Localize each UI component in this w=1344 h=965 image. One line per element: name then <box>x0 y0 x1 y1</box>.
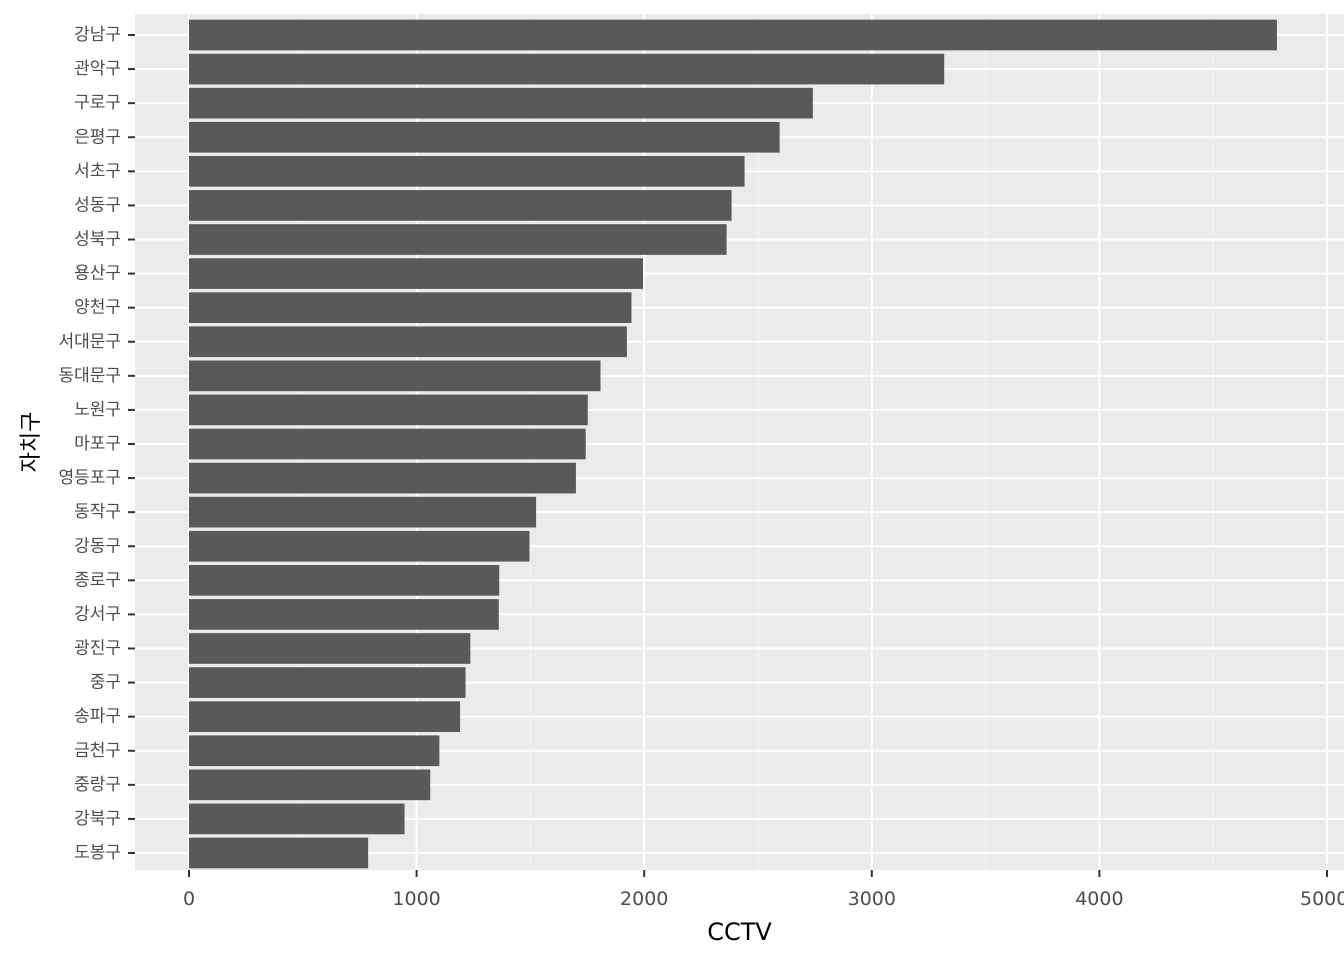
bars-group <box>189 19 1277 869</box>
x-tick-label: 0 <box>183 888 195 910</box>
y-tick-label: 강남구 <box>74 25 121 45</box>
y-tick-label: 금천구 <box>74 741 121 761</box>
y-tick-label: 영등포구 <box>58 468 121 488</box>
bar <box>189 224 727 255</box>
bar <box>189 803 405 835</box>
x-axis: 0 1000 2000 3000 4000 5000 <box>183 870 1344 910</box>
y-tick-label: 강동구 <box>74 536 121 556</box>
bar <box>189 19 1277 51</box>
bar <box>189 564 500 596</box>
bar <box>189 190 732 221</box>
bar <box>189 667 466 698</box>
bar <box>189 121 780 153</box>
bar <box>189 633 471 664</box>
y-tick-label: 서초구 <box>74 161 121 181</box>
bar <box>189 258 644 289</box>
bar <box>189 599 499 630</box>
y-axis: 강남구관악구구로구은평구서초구성동구성북구용산구양천구서대문구동대문구노원구마포… <box>58 25 135 863</box>
y-tick-label: 용산구 <box>74 264 121 284</box>
bar <box>189 701 461 733</box>
y-tick-label: 성동구 <box>74 195 121 215</box>
bar <box>189 87 813 119</box>
bar <box>189 837 369 869</box>
y-tick-label: 노원구 <box>74 400 121 420</box>
x-tick-label: 4000 <box>1075 888 1123 910</box>
y-tick-label: 중구 <box>90 673 121 693</box>
bar <box>189 462 576 494</box>
bar <box>189 428 586 460</box>
bar <box>189 292 632 324</box>
y-tick-label: 양천구 <box>74 298 121 318</box>
y-tick-label: 강북구 <box>74 809 121 829</box>
y-tick-label: 동작구 <box>74 502 121 522</box>
y-tick-label: 송파구 <box>74 707 121 727</box>
x-axis-title: CCTV <box>707 918 772 946</box>
bar <box>189 53 945 85</box>
x-tick-label: 2000 <box>620 888 668 910</box>
y-tick-label: 성북구 <box>74 230 121 250</box>
y-tick-label: 중랑구 <box>74 775 121 795</box>
y-tick-label: 종로구 <box>74 570 121 590</box>
bar <box>189 326 627 358</box>
bar <box>189 360 601 392</box>
y-tick-label: 마포구 <box>74 434 121 454</box>
x-tick-label: 3000 <box>848 888 896 910</box>
y-tick-label: 강서구 <box>74 604 121 624</box>
bar <box>189 394 588 426</box>
y-tick-label: 은평구 <box>74 127 121 147</box>
bar <box>189 530 530 562</box>
x-tick-label: 5000 <box>1300 888 1344 910</box>
y-tick-label: 구로구 <box>74 93 121 113</box>
y-tick-label: 서대문구 <box>58 332 121 352</box>
bar <box>189 155 745 187</box>
bar <box>189 496 537 528</box>
y-axis-title: 자치구 <box>19 412 44 473</box>
bar <box>189 769 431 801</box>
bar <box>189 735 440 767</box>
y-tick-label: 도봉구 <box>74 843 121 863</box>
y-tick-label: 광진구 <box>74 639 121 659</box>
y-tick-label: 동대문구 <box>58 366 121 386</box>
y-tick-label: 관악구 <box>74 59 121 79</box>
x-tick-label: 1000 <box>392 888 440 910</box>
